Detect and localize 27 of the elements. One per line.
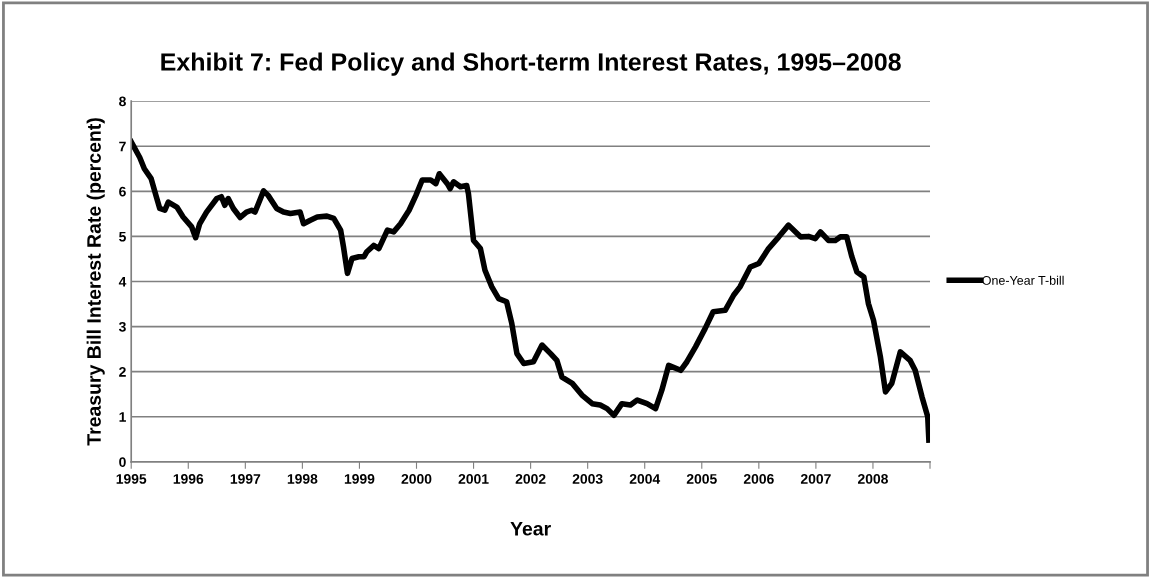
y-tick-label: 6 [119,186,126,197]
x-tick-label: 2006 [743,473,774,484]
x-tick-label: 2008 [857,473,888,484]
x-tick-label: 2007 [800,473,831,484]
x-tick-label: 1996 [173,473,204,484]
x-tick-label: 1997 [230,473,261,484]
y-tick-label: 2 [119,366,126,377]
y-tick-label: 7 [119,141,126,152]
x-tick-label: 1999 [344,473,375,484]
y-tick-label: 4 [118,276,127,287]
x-tick-label: 2000 [401,473,432,484]
chart-title: Exhibit 7: Fed Policy and Short-term Interest Rates, 1995–2008 [161,52,901,76]
x-axis-title: Year [510,522,551,536]
y-tick-label: 1 [119,412,126,422]
x-tick-label: 2005 [686,473,717,484]
x-tick-label: 2003 [572,473,603,484]
legend-label: One-Year T-bill [982,275,1064,285]
x-tick-label: 1998 [287,473,318,484]
y-tick-label: 3 [118,321,126,332]
y-tick-label: 8 [119,96,126,107]
y-axis-title: Treasury Bill Interest Rate (percent) [86,118,105,446]
y-tick-label: 0 [119,457,126,467]
y-tick-label: 5 [119,231,126,242]
x-tick-label: 2002 [515,473,546,484]
x-tick-label: 2001 [458,473,489,484]
x-tick-label: 1995 [116,473,147,484]
x-tick-label: 2004 [629,473,661,484]
